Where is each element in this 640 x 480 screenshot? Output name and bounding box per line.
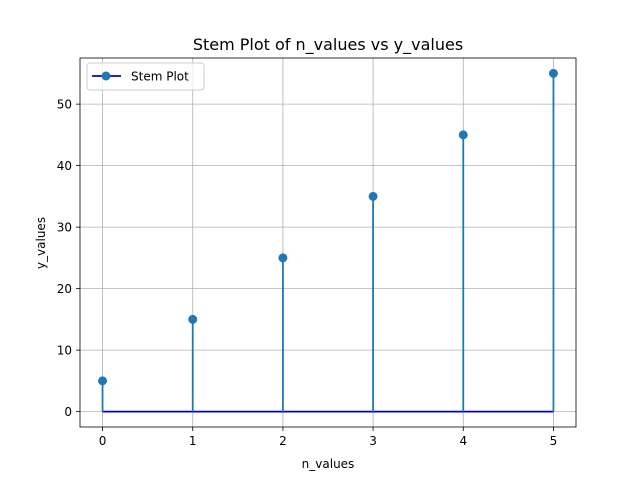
stem-marker	[368, 191, 378, 201]
x-tick-label: 0	[99, 434, 107, 448]
stem-marker	[98, 376, 108, 386]
stem-marker	[458, 130, 468, 140]
chart-title: Stem Plot of n_values vs y_values	[193, 35, 463, 55]
x-tick-label: 2	[279, 434, 287, 448]
stem-marker	[548, 68, 558, 78]
y-tick-label: 20	[57, 282, 72, 296]
y-tick-label: 10	[57, 344, 72, 358]
x-axis-label: n_values	[302, 457, 355, 471]
grid-layer	[80, 58, 576, 427]
y-tick-label: 50	[57, 98, 72, 112]
y-tick-label: 40	[57, 159, 72, 173]
legend-marker-swatch	[101, 71, 111, 81]
y-axis-ticks: 0 10 20 30 40 50	[57, 98, 80, 419]
y-axis-label: y_values	[34, 217, 48, 269]
y-tick-label: 0	[64, 405, 72, 419]
x-tick-label: 1	[189, 434, 197, 448]
x-tick-label: 5	[550, 434, 558, 448]
legend-box	[86, 62, 205, 91]
x-tick-label: 4	[459, 434, 467, 448]
stem-marker	[278, 253, 288, 263]
x-tick-label: 3	[369, 434, 377, 448]
plot-frame	[79, 57, 577, 428]
x-axis-ticks: 0 1 2 3 4 5	[99, 427, 558, 448]
legend-label: Stem Plot	[131, 70, 189, 84]
stem-marker	[188, 314, 198, 324]
legend: Stem Plot	[86, 62, 205, 91]
y-tick-label: 30	[57, 221, 72, 235]
marker-layer	[98, 68, 558, 386]
stem-layer	[101, 73, 555, 412]
